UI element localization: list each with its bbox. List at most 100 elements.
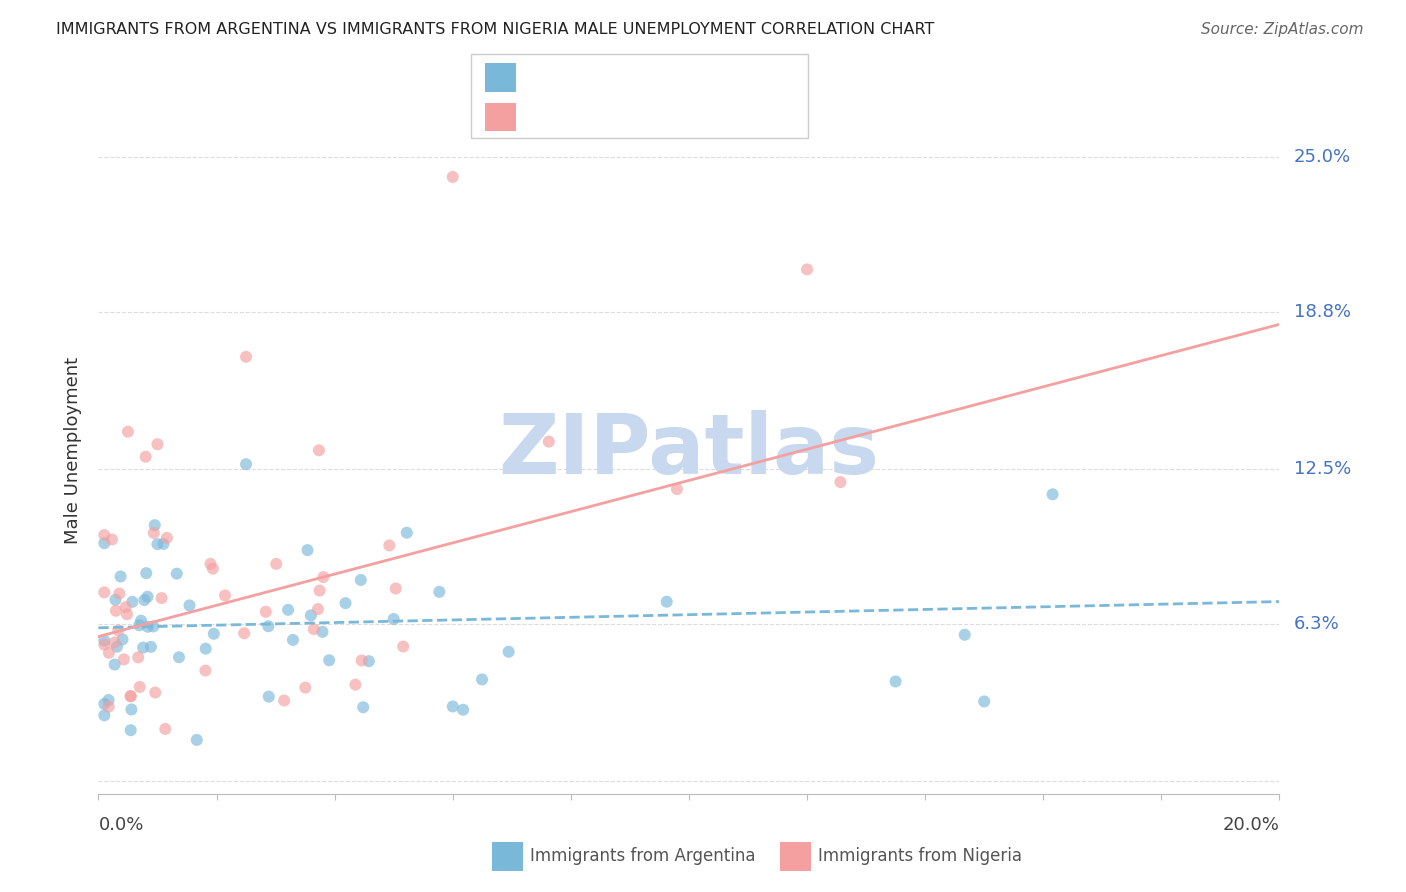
Point [537,434,560,449]
Text: 50: 50 [665,108,690,126]
Point [395,525,418,540]
Point [308,443,330,458]
Point [135,566,157,581]
Point [318,653,340,667]
Text: 0.0%: 0.0% [98,816,143,834]
Point [101,533,124,547]
Point [135,450,157,464]
Point [97,693,120,707]
Point [93,633,115,648]
Point [441,169,464,184]
Point [156,531,179,545]
Point [129,614,152,628]
Point [117,425,139,439]
Point [953,628,976,642]
Point [114,600,136,615]
Point [352,700,374,714]
Point [235,457,257,471]
Point [254,605,277,619]
Point [830,475,852,489]
Point [97,646,120,660]
Point [104,657,127,672]
Text: R =: R = [527,108,567,126]
Point [110,569,132,583]
Point [167,650,190,665]
Point [194,641,217,656]
Text: Source: ZipAtlas.com: Source: ZipAtlas.com [1201,22,1364,37]
Point [1042,487,1064,501]
Point [142,525,165,540]
Point [302,622,325,636]
Point [307,602,329,616]
Point [796,262,818,277]
Text: R =: R = [527,69,567,87]
Point [350,653,373,667]
Text: Immigrants from Nigeria: Immigrants from Nigeria [818,847,1022,865]
Point [166,566,188,581]
Point [142,619,165,633]
Point [146,537,169,551]
Text: IMMIGRANTS FROM ARGENTINA VS IMMIGRANTS FROM NIGERIA MALE UNEMPLOYMENT CORRELATI: IMMIGRANTS FROM ARGENTINA VS IMMIGRANTS … [56,22,935,37]
Point [257,690,280,704]
Point [121,595,143,609]
Text: ZIPatlas: ZIPatlas [499,410,879,491]
Point [233,626,256,640]
Y-axis label: Male Unemployment: Male Unemployment [65,357,83,544]
Point [152,537,174,551]
Point [179,599,201,613]
Point [884,674,907,689]
Point [143,518,166,533]
Text: Immigrants from Argentina: Immigrants from Argentina [530,847,755,865]
Point [311,624,333,639]
Point [93,536,115,550]
Point [104,635,127,649]
Text: 20.0%: 20.0% [1223,816,1279,834]
Text: 57: 57 [665,69,690,87]
Point [105,640,128,654]
Point [235,350,257,364]
Point [264,557,287,571]
Point [104,592,127,607]
Point [392,640,415,654]
Point [294,681,316,695]
Point [111,632,134,647]
Point [93,697,115,711]
Point [281,632,304,647]
Point [498,645,520,659]
Point [120,702,142,716]
Point [155,722,177,736]
Point [93,585,115,599]
Point [108,586,131,600]
Point [128,680,150,694]
Point [115,607,138,622]
Point [120,723,142,738]
Point [378,538,401,552]
Point [120,690,142,704]
Point [132,640,155,655]
Point [127,650,149,665]
Point [201,561,224,575]
Point [146,437,169,451]
Point [97,699,120,714]
Point [194,664,217,678]
Point [655,595,678,609]
Text: N =: N = [616,69,668,87]
Point [451,703,474,717]
Point [277,603,299,617]
Point [665,482,688,496]
Point [120,689,142,703]
Point [441,699,464,714]
Text: 18.8%: 18.8% [1294,303,1351,321]
Point [257,619,280,633]
Point [200,557,222,571]
Point [214,589,236,603]
Point [112,652,135,666]
Text: 0.571: 0.571 [569,108,626,126]
Point [384,582,406,596]
Point [308,583,330,598]
Point [136,620,159,634]
Point [93,708,115,723]
Point [299,608,322,623]
Point [312,570,335,584]
Point [344,678,367,692]
